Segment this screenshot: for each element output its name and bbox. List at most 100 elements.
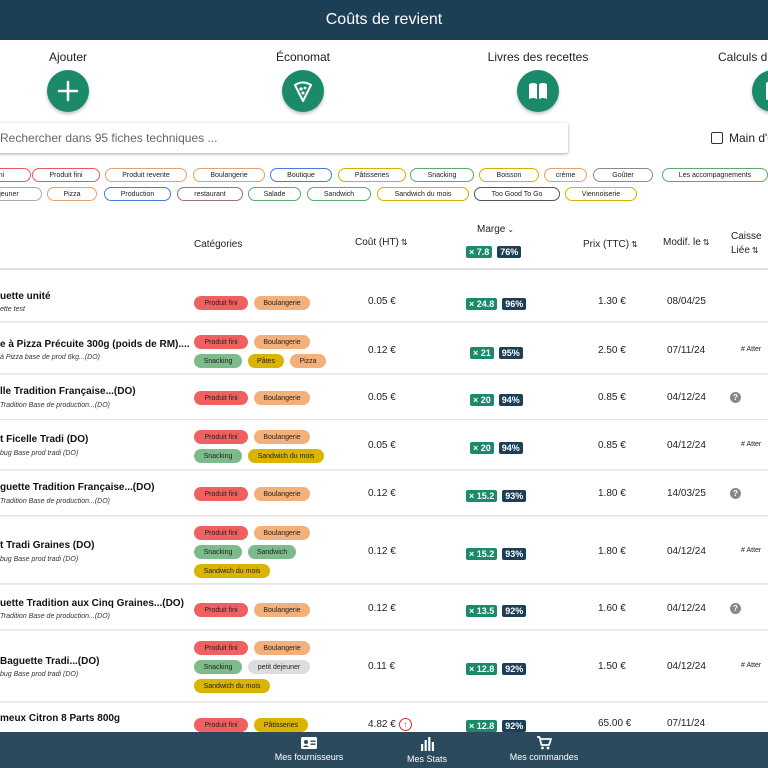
help-icon[interactable]: ? xyxy=(730,392,741,403)
cost-value: 0.12 € xyxy=(368,546,396,557)
help-icon[interactable]: ? xyxy=(730,488,741,499)
margin-cell: × 24.8 96% xyxy=(466,294,527,312)
category-tag: Produit fini xyxy=(194,430,248,444)
linked-register[interactable]: # Atter xyxy=(741,662,762,669)
recipe-name[interactable]: t Ficelle Tradi (DO) xyxy=(0,434,89,445)
filter-chip[interactable]: ejeuner xyxy=(0,187,42,201)
category-tag: Boulangerie xyxy=(254,296,310,310)
table-row[interactable]: uette Tradition aux Cinq Graines...(DO) T… xyxy=(0,588,768,630)
filter-chip[interactable]: Sandwich xyxy=(307,187,371,201)
nav-stats[interactable]: Mes Stats xyxy=(377,736,477,764)
plus-icon[interactable] xyxy=(47,70,89,112)
recipe-name[interactable]: meux Citron 8 Parts 800g xyxy=(0,713,121,724)
add-button[interactable]: Ajouter xyxy=(3,50,133,112)
filter-chip[interactable]: Boisson xyxy=(479,168,539,182)
table-row[interactable]: lle Tradition Française...(DO) Tradition … xyxy=(0,378,768,420)
action-bar: Ajouter Économat Livres des recettes Cal… xyxy=(0,40,768,120)
cost-text: 4.82 € xyxy=(368,719,396,731)
filter-chip[interactable]: Pizza xyxy=(47,187,97,201)
filter-chip[interactable]: crème xyxy=(544,168,587,182)
category-tag: Snacking xyxy=(194,545,242,559)
cost-text: 0.12 € xyxy=(368,345,396,356)
price-value: 1.50 € xyxy=(598,661,626,672)
recipe-name[interactable]: uette Tradition aux Cinq Graines...(DO) xyxy=(0,598,184,609)
header-prix[interactable]: Prix (TTC) ⇅ xyxy=(583,239,638,250)
recipe-name[interactable]: uette unité xyxy=(0,291,51,302)
modified-date: 04/12/24 xyxy=(667,440,706,451)
table-row[interactable]: t Tradi Graines (DO) bug Base prod tradi … xyxy=(0,518,768,584)
filter-chip[interactable]: Les accompagnements xyxy=(662,168,768,182)
linked-register[interactable]: # Atter xyxy=(741,441,762,448)
recipe-name[interactable]: t Tradi Graines (DO) xyxy=(0,540,95,551)
nav-commandes[interactable]: Mes commandes xyxy=(494,736,594,762)
help-icon[interactable]: ? xyxy=(730,603,741,614)
margin-percent: 96% xyxy=(502,298,527,310)
filter-chip[interactable]: Salade xyxy=(248,187,301,201)
margin-multiplier: × 13.5 xyxy=(466,605,498,617)
search-input[interactable] xyxy=(0,131,568,145)
linked-register[interactable]: # Atter xyxy=(741,547,762,554)
calculator-icon[interactable] xyxy=(752,70,768,112)
pizza-icon[interactable] xyxy=(282,70,324,112)
category-tag: Boulangerie xyxy=(254,487,310,501)
margin-multiplier: × 21 xyxy=(470,347,494,359)
filter-chip[interactable]: Boulangerie xyxy=(193,168,265,182)
recipe-name[interactable]: guette Tradition Française...(DO) xyxy=(0,482,155,493)
filter-chip[interactable]: Snacking xyxy=(410,168,474,182)
recipe-books-label: Livres des recettes xyxy=(487,50,589,64)
recipe-name[interactable]: e à Pizza Précuite 300g (poids de RM)...… xyxy=(0,339,190,350)
main-doeuvre-checkbox[interactable]: Main d'o xyxy=(711,131,768,145)
main-doeuvre-label: Main d'o xyxy=(729,131,768,145)
calculations-button[interactable]: Calculs de xyxy=(708,50,768,112)
linked-register[interactable]: # Atter xyxy=(741,346,762,353)
search-bar[interactable] xyxy=(0,123,568,153)
checkbox-box[interactable] xyxy=(711,132,723,144)
filter-chip[interactable]: Produit revente xyxy=(105,168,187,182)
cost-text: 0.05 € xyxy=(368,440,396,451)
nav-fournisseurs[interactable]: Mes fournisseurs xyxy=(259,736,359,762)
filter-chip[interactable]: Pâtisseries xyxy=(338,168,406,182)
table-row[interactable]: t Ficelle Tradi (DO) bug Base prod tradi … xyxy=(0,420,768,470)
header-liee[interactable]: Liée ⇅ xyxy=(731,245,759,256)
filter-chip[interactable]: Too Good To Go xyxy=(474,187,560,201)
header-marge-average: × 7.8 76% xyxy=(466,246,522,258)
average-multiplier: × 7.8 xyxy=(466,246,493,258)
header-modif[interactable]: Modif. le ⇅ xyxy=(663,237,710,248)
filter-chip[interactable]: Sandwich du mois xyxy=(377,187,469,201)
header-marge[interactable]: Marge ⌄ xyxy=(477,224,514,235)
header-caisse: Caisse xyxy=(731,231,762,242)
table-row[interactable]: e à Pizza Précuite 300g (poids de RM)...… xyxy=(0,324,768,374)
category-tag: Sandwich xyxy=(248,545,296,559)
economat-button[interactable]: Économat xyxy=(238,50,368,112)
header-cout[interactable]: Coût (HT) ⇅ xyxy=(355,237,408,248)
recipe-books-button[interactable]: Livres des recettes xyxy=(473,50,603,112)
recipe-name[interactable]: lle Tradition Française...(DO) xyxy=(0,386,136,397)
header-categories: Catégories xyxy=(194,239,243,250)
category-tag: Produit fini xyxy=(194,603,248,617)
filter-chip[interactable]: Viennoiserie xyxy=(565,187,637,201)
cost-value: 0.05 € xyxy=(368,296,396,307)
margin-multiplier: × 12.8 xyxy=(466,663,498,675)
margin-cell: × 12.8 92% xyxy=(466,716,527,734)
table-row[interactable]: uette unité ette test Produit fini Boulange… xyxy=(0,284,768,322)
bottom-navigation: Mes fournisseurs Mes Stats Mes commandes xyxy=(0,732,768,768)
table-row[interactable]: Baguette Tradi...(DO) bug Base prod tradi… xyxy=(0,632,768,702)
filter-chip[interactable]: restaurant xyxy=(177,187,243,201)
category-tag: Snacking xyxy=(194,660,242,674)
filter-chip[interactable]: Goûter xyxy=(593,168,653,182)
margin-percent: 94% xyxy=(498,442,523,454)
recipe-base: bug Base prod tradi (DO) xyxy=(0,450,79,457)
table-row[interactable]: guette Tradition Française...(DO) Traditi… xyxy=(0,474,768,516)
filter-chip[interactable]: ni xyxy=(0,168,31,182)
filter-chip[interactable]: Production xyxy=(104,187,171,201)
book-icon[interactable] xyxy=(517,70,559,112)
modified-date: 07/11/24 xyxy=(667,345,706,356)
cost-value: 0.05 € xyxy=(368,440,396,451)
table-row[interactable]: meux Citron 8 Parts 800g Produit fini Pâti… xyxy=(0,706,768,736)
recipe-name[interactable]: Baguette Tradi...(DO) xyxy=(0,656,100,667)
filter-chip[interactable]: Produit fini xyxy=(32,168,100,182)
margin-cell: × 20 94% xyxy=(470,390,523,408)
filter-chip[interactable]: Boutique xyxy=(270,168,332,182)
margin-percent: 93% xyxy=(502,548,527,560)
app-header: Coûts de revient xyxy=(0,0,768,40)
